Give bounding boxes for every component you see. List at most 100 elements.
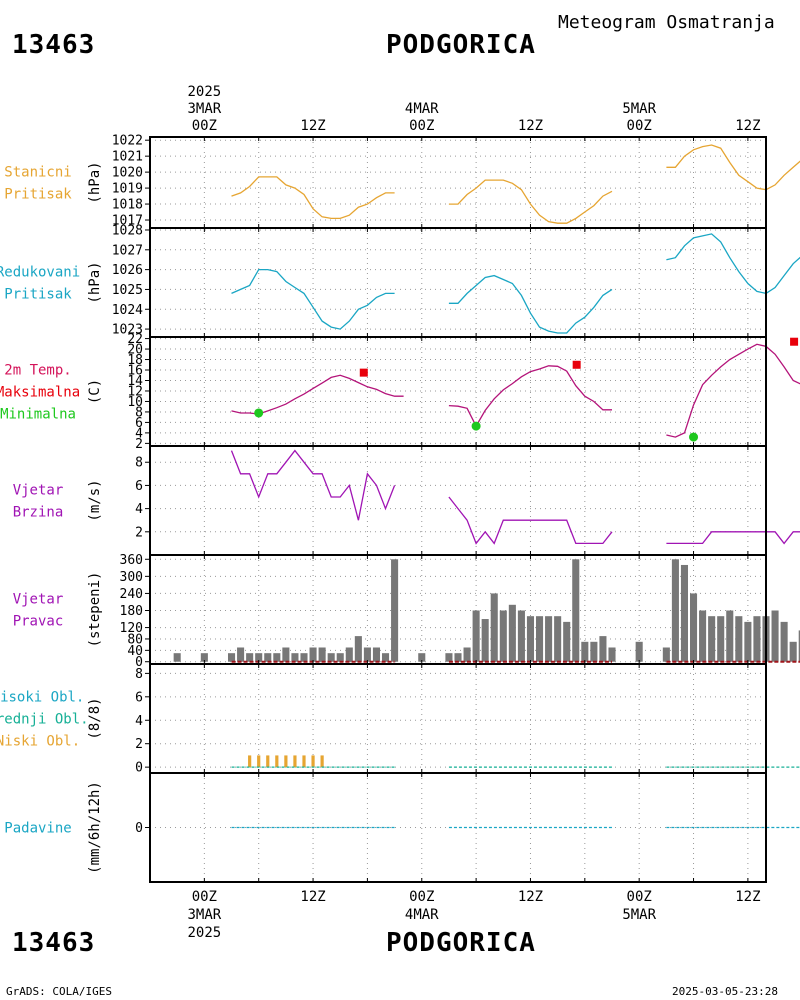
direction-bar	[463, 647, 471, 662]
panel-label: Vjetar	[13, 483, 64, 499]
x-tick-label-top: 12Z	[300, 118, 325, 134]
direction-bar	[336, 653, 344, 662]
y-tick-label: 8	[135, 405, 143, 420]
y-tick-label: 4	[135, 714, 143, 729]
x-tick-label-bottom: 12Z	[518, 889, 543, 905]
low-cloud-bar	[320, 755, 324, 768]
y-tick-label: 4	[135, 426, 143, 441]
panel-label: Maksimalna	[0, 385, 80, 401]
y-axis-label: (stepeni)	[87, 572, 103, 648]
y-tick-label: 1024	[112, 303, 143, 318]
direction-bar	[508, 604, 516, 662]
station-id-top: 13463	[12, 30, 96, 60]
y-axis-label: (m/s)	[87, 479, 103, 521]
direction-bar	[472, 610, 480, 662]
x-date-label-bottom: 4MAR	[405, 907, 439, 923]
direction-bar	[581, 641, 589, 662]
x-date-label-top: 3MAR	[187, 101, 221, 117]
station-name-top: PODGORICA	[386, 30, 536, 60]
direction-bar	[780, 621, 788, 662]
y-tick-label: 1027	[112, 243, 143, 258]
min-temp-marker	[471, 421, 481, 431]
direction-bar	[563, 621, 571, 662]
y-tick-label: 10	[127, 395, 143, 410]
direction-bar	[526, 616, 535, 662]
y-tick-label: 1019	[112, 182, 143, 197]
direction-bar	[454, 653, 462, 662]
panel-frame	[149, 663, 767, 774]
y-tick-label: 1028	[112, 223, 143, 238]
max-temp-marker	[790, 337, 799, 346]
direction-bar	[798, 630, 800, 662]
series-line	[666, 144, 800, 191]
direction-bar	[490, 593, 498, 662]
direction-bar	[662, 647, 670, 662]
y-tick-label: 360	[120, 553, 143, 568]
direction-bar	[753, 616, 761, 662]
low-cloud-bar	[284, 755, 288, 768]
y-axis-label: (8/8)	[87, 697, 103, 739]
panel-label: Brzina	[13, 505, 64, 521]
x-tick-label-top: 00Z	[192, 118, 217, 134]
panel-frame	[149, 227, 767, 338]
meteogram-chart: 101710181019102010211022(hPa)StanicniPri…	[0, 84, 800, 941]
direction-bar	[554, 616, 562, 662]
y-tick-label: 20	[127, 343, 143, 358]
direction-bar	[671, 559, 679, 662]
series-line	[666, 233, 800, 295]
y-tick-label: 120	[120, 621, 143, 636]
x-tick-label-bottom: 00Z	[192, 889, 217, 905]
direction-bar	[309, 647, 317, 662]
panel-wind_speed	[145, 445, 800, 556]
x-tick-label-top: 00Z	[409, 118, 434, 134]
direction-bar	[481, 619, 489, 662]
x-date-label-top: 4MAR	[405, 101, 439, 117]
direction-bar	[572, 559, 580, 662]
direction-bar	[545, 616, 553, 662]
series-line	[230, 449, 396, 521]
y-axis-label: (mm/6h/12h)	[87, 781, 103, 874]
direction-bar	[255, 653, 263, 662]
y-tick-label: 2	[135, 437, 143, 452]
y-tick-label: 1026	[112, 263, 143, 278]
x-tick-label-bottom: 00Z	[627, 889, 652, 905]
direction-bar	[445, 653, 453, 662]
panel-wind_direction	[145, 554, 800, 665]
direction-bar	[635, 641, 643, 662]
direction-bar	[789, 641, 797, 662]
y-tick-label: 1023	[112, 323, 143, 338]
direction-bar	[300, 653, 308, 662]
direction-bar	[590, 641, 598, 662]
x-date-label-bottom: 5MAR	[622, 907, 656, 923]
direction-bar	[535, 616, 544, 662]
y-tick-label: 6	[135, 416, 143, 431]
panel-label: Visoki Obl.	[0, 690, 84, 706]
direction-bar	[418, 653, 426, 662]
y-tick-label: 1020	[112, 166, 143, 181]
y-tick-label: 0	[135, 821, 143, 836]
x-tick-label-top: 12Z	[518, 118, 543, 134]
y-tick-label: 1022	[112, 134, 143, 149]
panel-label: Pritisak	[4, 187, 72, 203]
y-axis-label: (C)	[87, 379, 103, 404]
panel-label: Vjetar	[13, 592, 64, 608]
low-cloud-bar	[257, 755, 261, 768]
direction-bar	[381, 653, 390, 662]
low-cloud-bar	[266, 755, 270, 768]
low-cloud-bar	[275, 755, 279, 768]
direction-bar	[689, 593, 698, 662]
panel-frame	[149, 772, 767, 883]
series-line	[666, 531, 800, 545]
y-axis-label: (hPa)	[87, 261, 103, 303]
x-tick-label-bottom: 12Z	[300, 889, 325, 905]
panel-label: Stanicni	[4, 165, 71, 181]
panel-label: Pritisak	[4, 287, 72, 303]
y-tick-label: 1021	[112, 150, 143, 165]
direction-bar	[200, 653, 208, 662]
series-line	[448, 496, 613, 545]
low-cloud-bar	[248, 755, 252, 768]
series-line	[448, 274, 613, 334]
y-tick-label: 6	[135, 690, 143, 705]
y-tick-label: 40	[127, 644, 143, 659]
direction-bar	[327, 653, 335, 662]
